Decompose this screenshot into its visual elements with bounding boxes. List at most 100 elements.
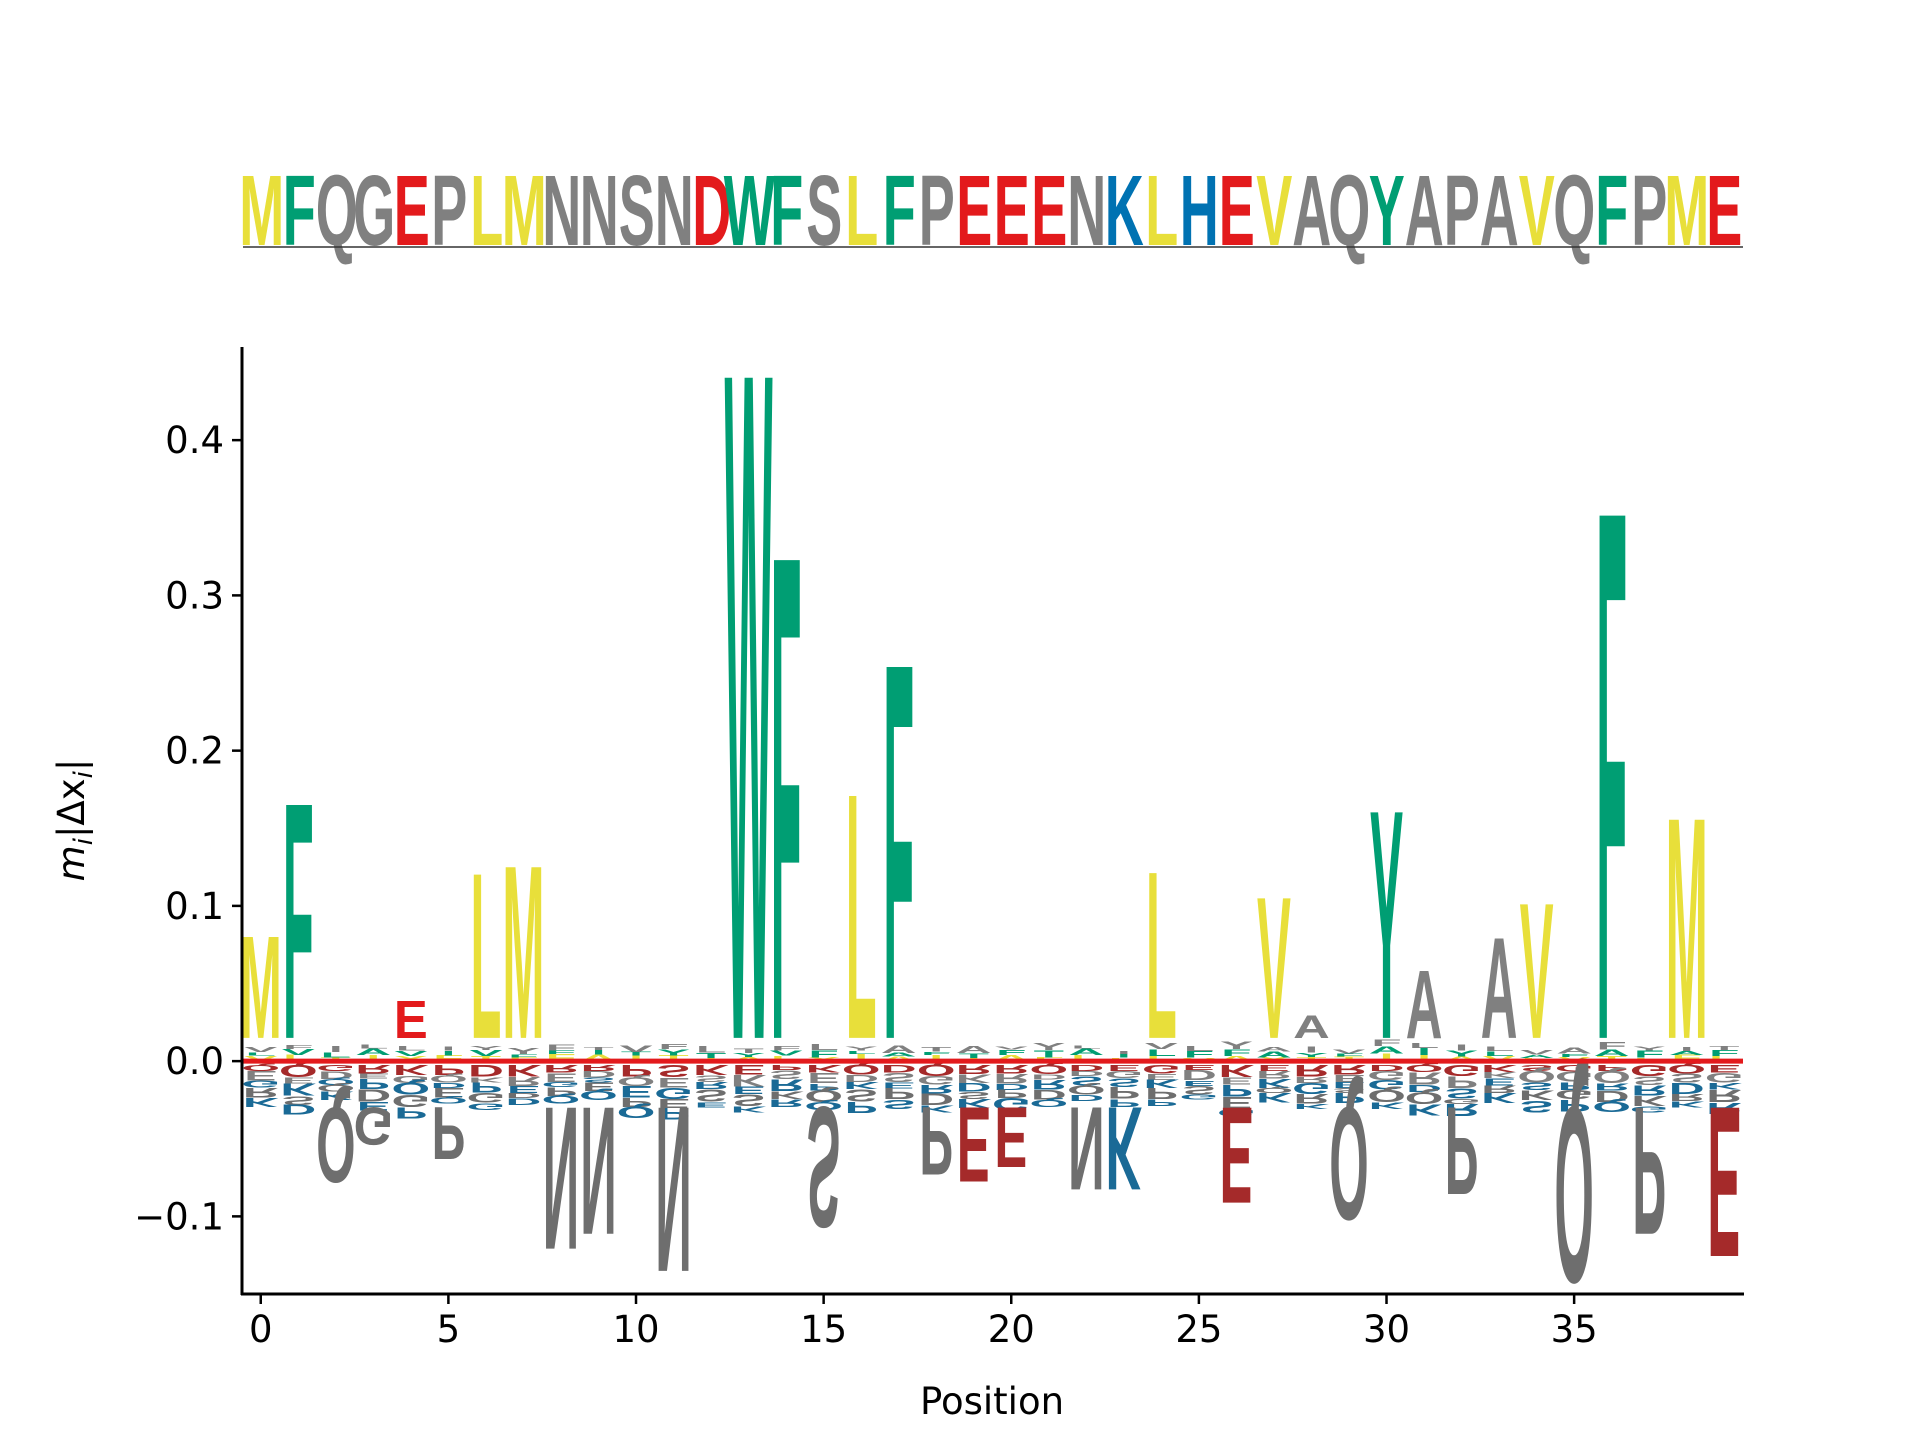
sequence-letter-17-letter: F xyxy=(883,155,916,267)
clutter-neg-27-2-letter: K xyxy=(1256,1076,1292,1090)
clutter-neg-14-3: K xyxy=(768,1089,804,1102)
sequence-letter-32: P xyxy=(1444,155,1480,267)
clutter-neg-28-4: K xyxy=(1294,1103,1330,1111)
clutter-neg-15-0-letter: K xyxy=(806,1063,842,1075)
clutter-neg-14-4: R xyxy=(768,1097,804,1110)
clutter-neg-17-2: E xyxy=(882,1080,915,1089)
clutter-neg-1-4: D xyxy=(280,1101,316,1117)
clutter-neg-15-1-letter: E xyxy=(807,1070,840,1087)
clutter-pos-18-0-letter: I xyxy=(929,1054,943,1063)
sequence-letter-6: L xyxy=(470,155,503,267)
clutter-neg-31-1: R xyxy=(1406,1069,1442,1089)
clutter-pos-17-1-letter: A xyxy=(881,1052,917,1058)
clutter-pos-33-1-letter: L xyxy=(1484,1050,1514,1058)
clutter-neg-8-2: G xyxy=(542,1081,581,1089)
clutter-neg-37-3: K xyxy=(1631,1092,1668,1109)
clutter-neg-34-0-letter: S xyxy=(1520,1063,1553,1072)
clutter-neg-14-4-letter: R xyxy=(768,1097,804,1110)
clutter-pos-5-1-letter: I xyxy=(441,1050,455,1057)
clutter-neg-13-3: S xyxy=(732,1091,765,1110)
clutter-neg-26-4: G xyxy=(1217,1107,1256,1120)
clutter-neg-33-1: K xyxy=(1481,1070,1517,1080)
clutter-neg-12-3: S xyxy=(694,1086,727,1106)
clutter-neg-6-4: G xyxy=(467,1101,506,1112)
logo-peaks: M F E L M WF L F L V A Y A A V F MQG P N N N S P E E N K E Q P Q P E xyxy=(240,169,1742,1336)
x-tick-label: 10 xyxy=(612,1308,659,1351)
clutter-pos-0-0: V xyxy=(244,1054,278,1063)
clutter-neg-12-4: E xyxy=(695,1101,728,1109)
clutter-pos-37-2-letter: Y xyxy=(1633,1046,1666,1052)
clutter-neg-39-4-letter: R xyxy=(1706,1099,1742,1117)
clutter-pos-1-2-letter: F xyxy=(283,1044,313,1050)
clutter-neg-21-0: Q xyxy=(1029,1062,1068,1077)
clutter-pos-22-0: L xyxy=(1071,1054,1101,1063)
clutter-pos-34-2-letter: V xyxy=(1520,1048,1554,1055)
clutter-neg-6-3-letter: G xyxy=(467,1090,506,1106)
negative-peak-14-letter: P xyxy=(1445,1080,1479,1219)
sequence-letter-1: F xyxy=(283,155,316,267)
y-axis-label-mid: |Δx xyxy=(50,778,93,838)
clutter-pos-8-0: F xyxy=(546,1052,576,1063)
clutter-pos-6-1: V xyxy=(469,1048,502,1057)
clutter-pos-3-2: L xyxy=(358,1044,388,1050)
clutter-pos-5-2-letter: I xyxy=(441,1046,455,1052)
negative-peak-13-letter: Q xyxy=(1329,1073,1368,1252)
clutter-neg-13-1-letter: K xyxy=(731,1071,767,1089)
clutter-neg-8-4: Q xyxy=(542,1093,581,1105)
clutter-neg-2-0-letter: G xyxy=(317,1063,356,1073)
clutter-pos-14-1-letter: V xyxy=(770,1049,804,1057)
negative-peak-1-letter: G xyxy=(354,1095,393,1155)
clutter-pos-0-1-letter: L xyxy=(246,1051,276,1056)
clutter-neg-5-1-letter: Q xyxy=(429,1073,468,1084)
sequence-letter-10: S xyxy=(619,155,655,267)
clutter-neg-2-4: K xyxy=(318,1089,354,1103)
clutter-neg-36-0-letter: P xyxy=(1595,1063,1628,1072)
clutter-neg-1-4-letter: D xyxy=(280,1101,316,1117)
clutter-neg-18-4-letter: K xyxy=(918,1103,954,1114)
sequence-letter-15: S xyxy=(806,155,842,267)
clutter-pos-20-0: A xyxy=(993,1054,1029,1063)
clutter-pos-10-0: I xyxy=(629,1054,643,1063)
clutter-neg-9-3: E xyxy=(582,1080,615,1093)
positive-peak-9-letter: L xyxy=(1146,821,1177,1089)
positive-peak-2-letter: E xyxy=(394,990,428,1050)
clutter-pos-28-1: Y xyxy=(1295,1052,1329,1058)
clutter-pos-9-1-letter: I xyxy=(592,1049,606,1056)
clutter-neg-25-4: G xyxy=(1180,1093,1219,1101)
negative-peak-11: K xyxy=(1106,1082,1143,1215)
clutter-neg-0-4-letter: K xyxy=(243,1095,279,1109)
clutter-neg-0-2: G xyxy=(241,1078,280,1089)
clutter-neg-3-0: R xyxy=(355,1062,391,1076)
clutter-pos-30-1: A xyxy=(1369,1044,1405,1055)
clutter-pos-9-2: T xyxy=(583,1046,614,1051)
clutter-neg-3-4-letter: E xyxy=(357,1100,390,1113)
sequence-letter-24-letter: L xyxy=(1145,155,1178,267)
sequence-letter-19-letter: E xyxy=(956,155,992,267)
clutter-neg-35-4: P xyxy=(1558,1096,1591,1115)
clutter-pos-32-1: Y xyxy=(1445,1049,1479,1058)
clutter-neg-27-2: K xyxy=(1256,1076,1292,1090)
positive-peak-0: M xyxy=(240,907,282,1070)
clutter-neg-19-4: K xyxy=(956,1096,992,1111)
clutter-pos-1-1: V xyxy=(282,1048,316,1057)
clutter-neg-5-2: D xyxy=(430,1081,466,1089)
clutter-neg-9-2: S xyxy=(582,1076,615,1084)
clutter-pos-3-1-letter: A xyxy=(355,1047,391,1058)
sequence-letter-23-letter: K xyxy=(1105,155,1144,267)
sequence-letter-29: Q xyxy=(1328,155,1370,267)
clutter-neg-3-2-letter: P xyxy=(357,1076,390,1092)
clutter-neg-9-4: Q xyxy=(579,1088,618,1103)
clutter-neg-0-3: R xyxy=(243,1085,279,1101)
clutter-neg-20-2: D xyxy=(993,1082,1029,1091)
clutter-neg-38-4: K xyxy=(1669,1100,1705,1109)
clutter-neg-11-3: E xyxy=(657,1096,690,1110)
x-tick-label: 30 xyxy=(1363,1308,1410,1351)
clutter-neg-23-3-letter: P xyxy=(1107,1083,1140,1102)
clutter-pos-33-0-letter: V xyxy=(1483,1054,1517,1062)
clutter-neg-26-2: P xyxy=(1220,1081,1253,1100)
clutter-neg-27-4: K xyxy=(1256,1090,1292,1106)
clutter-neg-0-2-letter: G xyxy=(241,1078,280,1089)
clutter-neg-18-1-letter: G xyxy=(917,1074,956,1088)
positive-peak-4-letter: M xyxy=(502,813,544,1090)
clutter-pos-29-2-letter: V xyxy=(1332,1049,1366,1055)
